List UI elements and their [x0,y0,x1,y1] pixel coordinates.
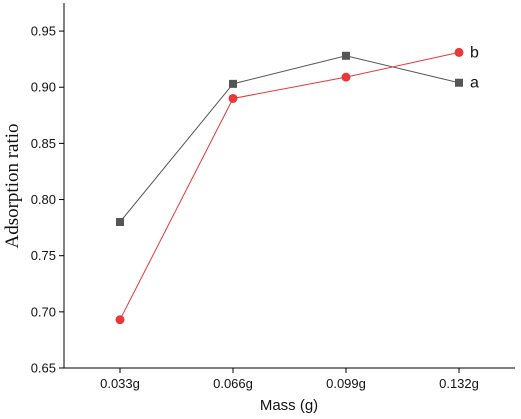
x-tick-label: 0.132g [439,376,479,391]
x-tick-label: 0.066g [213,376,253,391]
data-point-b [341,72,351,82]
series-label-a: a [470,75,479,92]
data-point-b [115,315,125,325]
y-tick-label: 0.65 [31,361,56,376]
x-axis-ticks: 0.033g 0.066g 0.099g 0.132g [100,368,479,391]
x-axis-title: Mass (g) [260,397,318,414]
y-tick-label: 0.70 [31,304,56,319]
y-tick-label: 0.90 [31,80,56,95]
series-line-a [119,55,460,223]
plot-frame [63,3,515,369]
x-tick-label: 0.033g [100,376,140,391]
y-tick-label: 0.75 [31,248,56,263]
y-tick-label: 0.95 [31,24,56,39]
data-point-a [229,79,237,88]
data-point-b [228,93,238,103]
data-point-b [454,47,464,57]
series-label-b: b [470,44,479,61]
x-tick-label: 0.099g [326,376,366,391]
y-axis-ticks: 0.65 0.70 0.75 0.80 0.85 0.90 0.95 [31,24,64,376]
series-layer: ab [115,44,479,325]
y-tick-label: 0.85 [31,136,56,151]
y-tick-label: 0.80 [31,192,56,207]
data-point-a [342,51,350,60]
series-line-b [119,51,460,320]
data-point-a [116,218,124,226]
y-axis-title: Adsorption ratio [2,123,23,248]
data-point-a [455,78,463,87]
